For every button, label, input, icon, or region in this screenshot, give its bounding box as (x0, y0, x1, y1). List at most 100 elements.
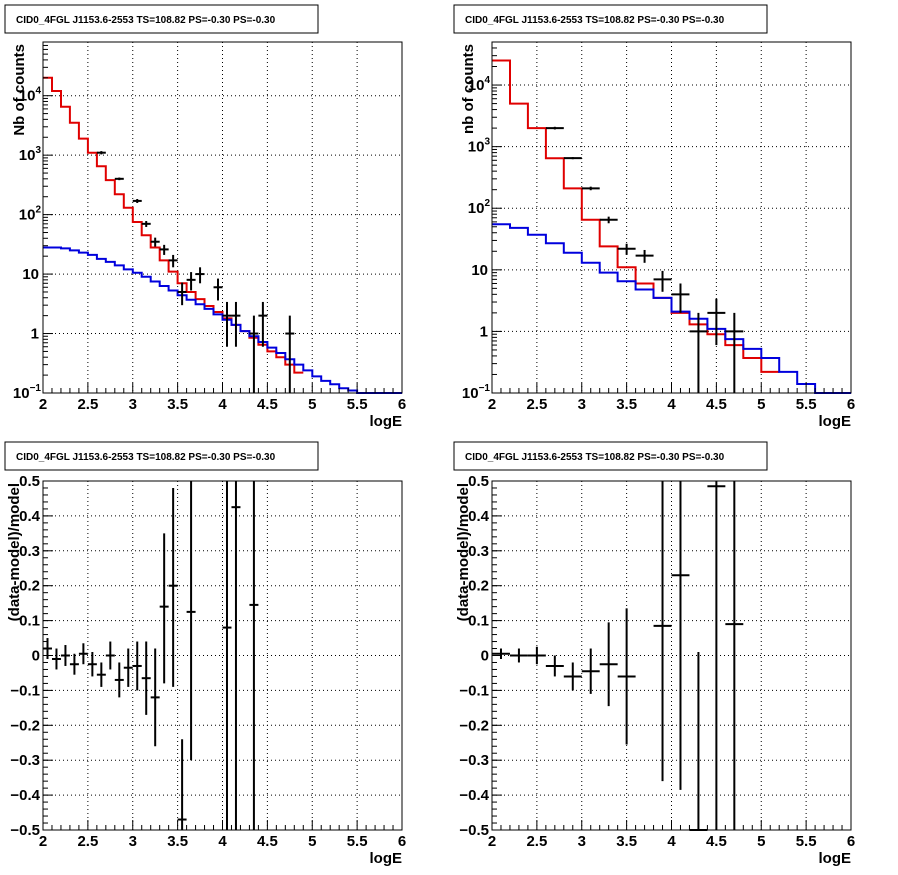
panel-bottom-right: CID0_4FGL J1153.6-2553 TS=108.82 PS=-0.3… (453, 441, 855, 867)
data-point (249, 481, 259, 830)
y-tick-label: 103 (468, 137, 491, 156)
x-tick-label: 5 (308, 396, 316, 413)
x-axis-title: logE (819, 850, 852, 867)
data-point (132, 199, 142, 203)
histogram-series-source-model (43, 246, 402, 394)
title-box (453, 4, 768, 34)
data-point (707, 298, 726, 346)
x-axis: 2 2.5 3 3.5 4 4.5 5 5.5 6 (488, 820, 855, 850)
data-point (581, 648, 600, 694)
data-point (177, 739, 187, 830)
data-point (725, 481, 744, 830)
data-point (258, 301, 268, 347)
y-tick-label: 10 (22, 266, 39, 283)
y-tick-label: 0.5 (468, 473, 489, 490)
x-tick-label: 6 (847, 833, 855, 850)
data-point (114, 662, 124, 698)
y-tick-label: 103 (19, 145, 42, 164)
data-point (249, 315, 259, 393)
data-point (105, 641, 115, 670)
title-box (453, 441, 768, 471)
x-tick-label: 2.5 (77, 833, 98, 850)
y-tick-label: 0.1 (468, 613, 489, 630)
data-point (168, 254, 178, 268)
y-tick-label: −0.1 (459, 682, 489, 699)
data-point (51, 648, 61, 670)
x-tick-label: 3 (578, 396, 586, 413)
data-point (168, 487, 178, 687)
data-point (96, 662, 106, 687)
data-points (96, 151, 295, 393)
x-tick-label: 5 (308, 833, 316, 850)
data-point (231, 481, 241, 830)
data-point (671, 283, 690, 313)
data-point (114, 177, 124, 181)
y-tick-label: 10 (471, 262, 488, 279)
panel-top-left: CID0_4FGL J1153.6-2553 TS=108.82 PS=-0.3… (4, 4, 406, 430)
data-point (186, 481, 196, 761)
x-tick-label: 2.5 (77, 396, 98, 413)
y-tick-label: 104 (19, 86, 42, 105)
y-axis: 10−1 1 10 102 103 104 (462, 47, 502, 402)
data-point (96, 151, 106, 155)
data-points (545, 126, 744, 393)
x-tick-label: 4.5 (257, 833, 278, 850)
x-axis: 2 2.5 3 3.5 4 4.5 5 5.5 6 (488, 383, 855, 413)
y-axis-title: (data-model)/model (6, 483, 23, 621)
x-tick-label: 4 (667, 396, 676, 413)
y-tick-label: −0.1 (10, 682, 40, 699)
panel-bottom-left: CID0_4FGL J1153.6-2553 TS=108.82 PS=-0.3… (4, 441, 406, 867)
x-tick-label: 2 (39, 396, 47, 413)
data-point (689, 312, 708, 393)
y-tick-label: −0.3 (10, 752, 40, 769)
data-points (43, 481, 259, 830)
plot-area: 2 2.5 3 3.5 4 4.5 5 5.5 6 10−1 1 10 102 103 104 logE nb … (460, 41, 855, 430)
panel-title: CID0_4FGL J1153.6-2553 TS=108.82 PS=-0.3… (465, 15, 725, 26)
x-tick-label: 6 (847, 396, 855, 413)
y-tick-label: 10−1 (13, 383, 42, 402)
data-point (141, 641, 151, 715)
panel-title: CID0_4FGL J1153.6-2553 TS=108.82 PS=-0.3… (16, 15, 276, 26)
data-point (123, 648, 133, 687)
x-tick-label: 3.5 (616, 396, 637, 413)
x-tick-label: 4.5 (257, 396, 278, 413)
y-tick-label: 0.3 (468, 543, 489, 560)
y-tick-label: 0.5 (19, 473, 40, 490)
x-tick-label: 2 (39, 833, 47, 850)
data-point (213, 278, 223, 301)
histogram-series-source-model (492, 223, 851, 394)
x-tick-label: 4.5 (706, 396, 727, 413)
data-point (599, 622, 618, 707)
y-tick-label: −0.2 (459, 717, 489, 734)
data-point (671, 481, 690, 790)
data-point (545, 126, 564, 130)
panel-title: CID0_4FGL J1153.6-2553 TS=108.82 PS=-0.3… (16, 452, 276, 463)
x-tick-label: 5.5 (347, 396, 368, 413)
y-tick-label: −0.5 (459, 822, 489, 839)
y-axis-title: (data-model)/model (455, 483, 472, 621)
data-point (599, 216, 618, 224)
x-axis: 2 2.5 3 3.5 4 4.5 5 5.5 6 (39, 820, 406, 850)
x-axis-title: logE (370, 413, 403, 430)
y-tick-label: 0.2 (19, 578, 40, 595)
x-tick-label: 5 (757, 396, 765, 413)
data-point (159, 244, 169, 255)
data-point (150, 648, 160, 747)
data-point (69, 653, 79, 675)
data-point (492, 648, 510, 659)
x-axis-title: logE (819, 413, 852, 430)
y-tick-label: 1 (31, 326, 39, 343)
data-point (141, 221, 151, 227)
y-tick-label: 102 (19, 205, 42, 224)
panel-top-right: CID0_4FGL J1153.6-2553 TS=108.82 PS=-0.3… (453, 4, 855, 430)
data-point (222, 301, 232, 347)
data-points (492, 481, 744, 831)
data-point (653, 481, 672, 782)
x-tick-label: 3 (129, 396, 137, 413)
y-tick-label: −0.4 (459, 787, 489, 804)
data-point (222, 481, 232, 830)
x-tick-label: 3 (129, 833, 137, 850)
data-point (653, 270, 672, 292)
y-tick-label: 102 (468, 198, 491, 217)
